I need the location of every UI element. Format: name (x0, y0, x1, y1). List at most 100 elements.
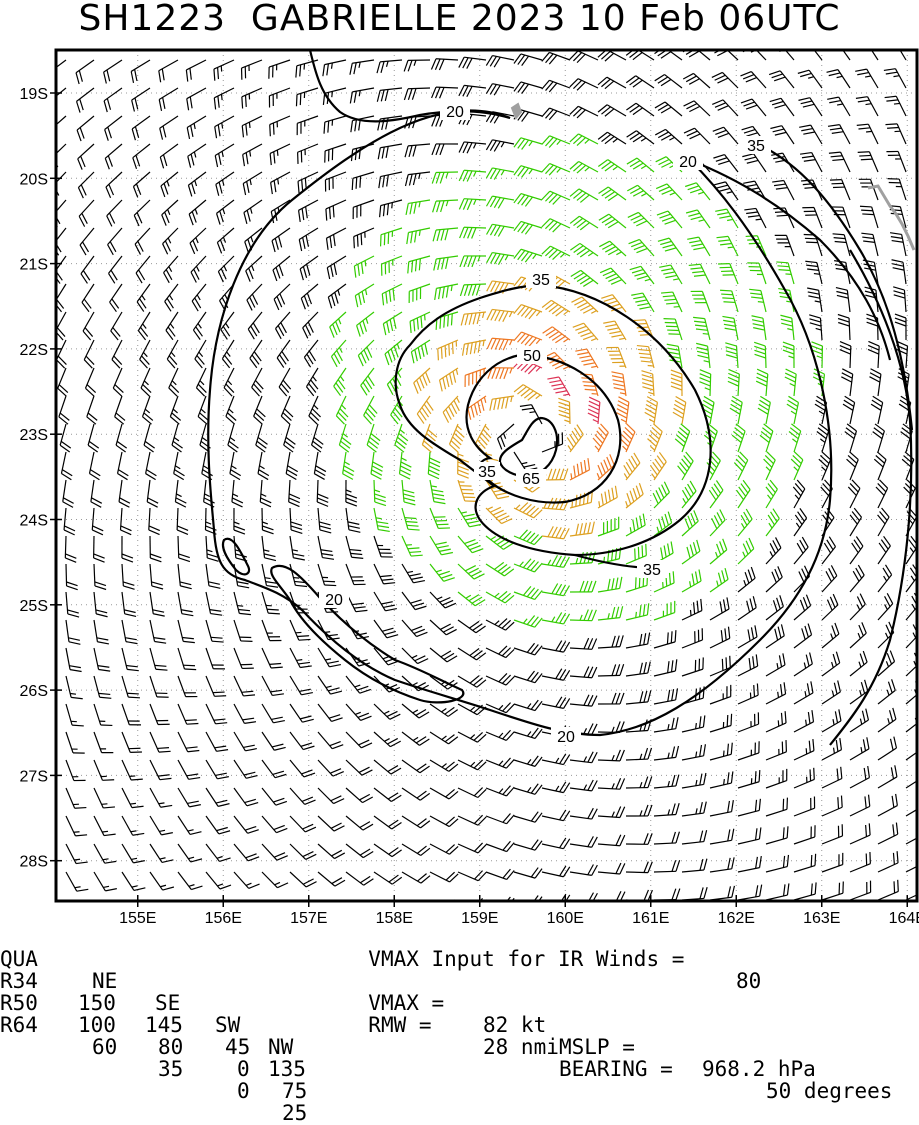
wind-barb (430, 620, 457, 635)
wind-barb (430, 704, 458, 716)
wind-barb (878, 565, 892, 592)
wind-barb (798, 70, 822, 88)
wind-barb (382, 284, 402, 305)
wind-barb (682, 510, 698, 536)
wind-barb (196, 368, 206, 396)
wind-barb (738, 799, 760, 816)
wind-barb (787, 396, 799, 424)
wind-barb (262, 732, 286, 750)
wind-barb (597, 454, 614, 480)
wind-barb (195, 340, 206, 368)
wind-barb (599, 214, 626, 228)
wind-barb (296, 88, 318, 106)
wind-barb (318, 648, 341, 667)
wind-barb (309, 396, 321, 424)
wind-barb (487, 253, 514, 265)
wind-barb (626, 691, 651, 704)
wind-barb (150, 732, 171, 752)
wind-barb (514, 332, 542, 347)
wind-barb (737, 480, 751, 508)
wind-barb (570, 808, 597, 819)
wind-barb (542, 300, 570, 316)
wind-barb (405, 172, 430, 186)
wind-barb (855, 69, 878, 88)
wind-barb (206, 732, 228, 751)
wind-barb (794, 854, 816, 872)
wind-barb (626, 633, 650, 648)
wind-barb (486, 646, 514, 658)
wind-barb (94, 620, 109, 644)
wind-barb (793, 480, 805, 508)
wind-barb (878, 880, 898, 900)
wind-barb (178, 732, 199, 752)
wind-barb (766, 826, 788, 844)
wind-barb (486, 562, 514, 576)
wind-barb (850, 536, 863, 564)
wind-barb (458, 620, 486, 633)
wind-barb (234, 592, 251, 615)
wind-barb (458, 676, 486, 688)
wind-barb (463, 340, 486, 356)
wind-barb (486, 591, 514, 603)
wind-barb (290, 788, 316, 804)
cell-ne: 60 (92, 1036, 117, 1058)
wind-barb (402, 564, 425, 583)
wind-barb (262, 648, 283, 668)
wind-barb (346, 676, 371, 693)
wind-barb (710, 539, 727, 564)
wind-barb (878, 679, 895, 704)
wind-barb (88, 424, 99, 452)
wind-barb (290, 732, 314, 750)
wind-barb (738, 885, 762, 900)
wind-barb (570, 864, 597, 875)
wind-barb (206, 704, 227, 724)
wind-barb (301, 284, 318, 309)
wind-barb (886, 151, 906, 172)
wind-barb (246, 256, 262, 282)
wind-barb (850, 795, 870, 816)
wind-barb (570, 610, 596, 621)
wind-barb (402, 592, 426, 610)
wind-barb (377, 60, 402, 73)
wind-barb (822, 565, 837, 592)
wind-barb (234, 536, 247, 561)
wind-barb (654, 630, 676, 648)
wind-barb (728, 369, 739, 396)
wind-barb (570, 695, 597, 706)
wind-barb (711, 45, 738, 60)
wind-barb (178, 900, 203, 917)
wind-barb (286, 452, 298, 480)
wind-barb (94, 844, 116, 863)
wind-barb (654, 659, 677, 676)
wind-barb (514, 530, 542, 545)
wind-barb (346, 760, 372, 775)
wind-barb (804, 235, 822, 256)
wind-barb (758, 396, 770, 424)
wind-barb (570, 216, 598, 230)
wind-barb (150, 788, 172, 807)
wind-barb (626, 662, 650, 676)
wind-barb (224, 368, 234, 396)
wind-barb (374, 648, 399, 665)
wind-barb (570, 666, 597, 677)
wind-barb (87, 396, 97, 424)
wind-barb (588, 397, 600, 424)
wind-barb (353, 200, 374, 219)
wind-barb (115, 396, 125, 424)
wind-barb (382, 256, 402, 276)
wind-barb (868, 341, 879, 368)
wind-barb (431, 59, 458, 70)
wind-barb (106, 172, 122, 198)
wind-barb (162, 200, 178, 226)
wind-barb (262, 592, 280, 614)
rmw-value: 28 nmi (483, 1036, 559, 1058)
wind-barb (542, 555, 569, 567)
wind-barb (542, 838, 570, 849)
wind-barb (132, 116, 150, 140)
wind-barb (738, 827, 761, 844)
wind-barb (50, 116, 66, 141)
col-ne: NE (92, 970, 117, 992)
wind-barb (654, 889, 680, 900)
wind-barb (683, 73, 710, 88)
wind-barb (85, 368, 95, 396)
